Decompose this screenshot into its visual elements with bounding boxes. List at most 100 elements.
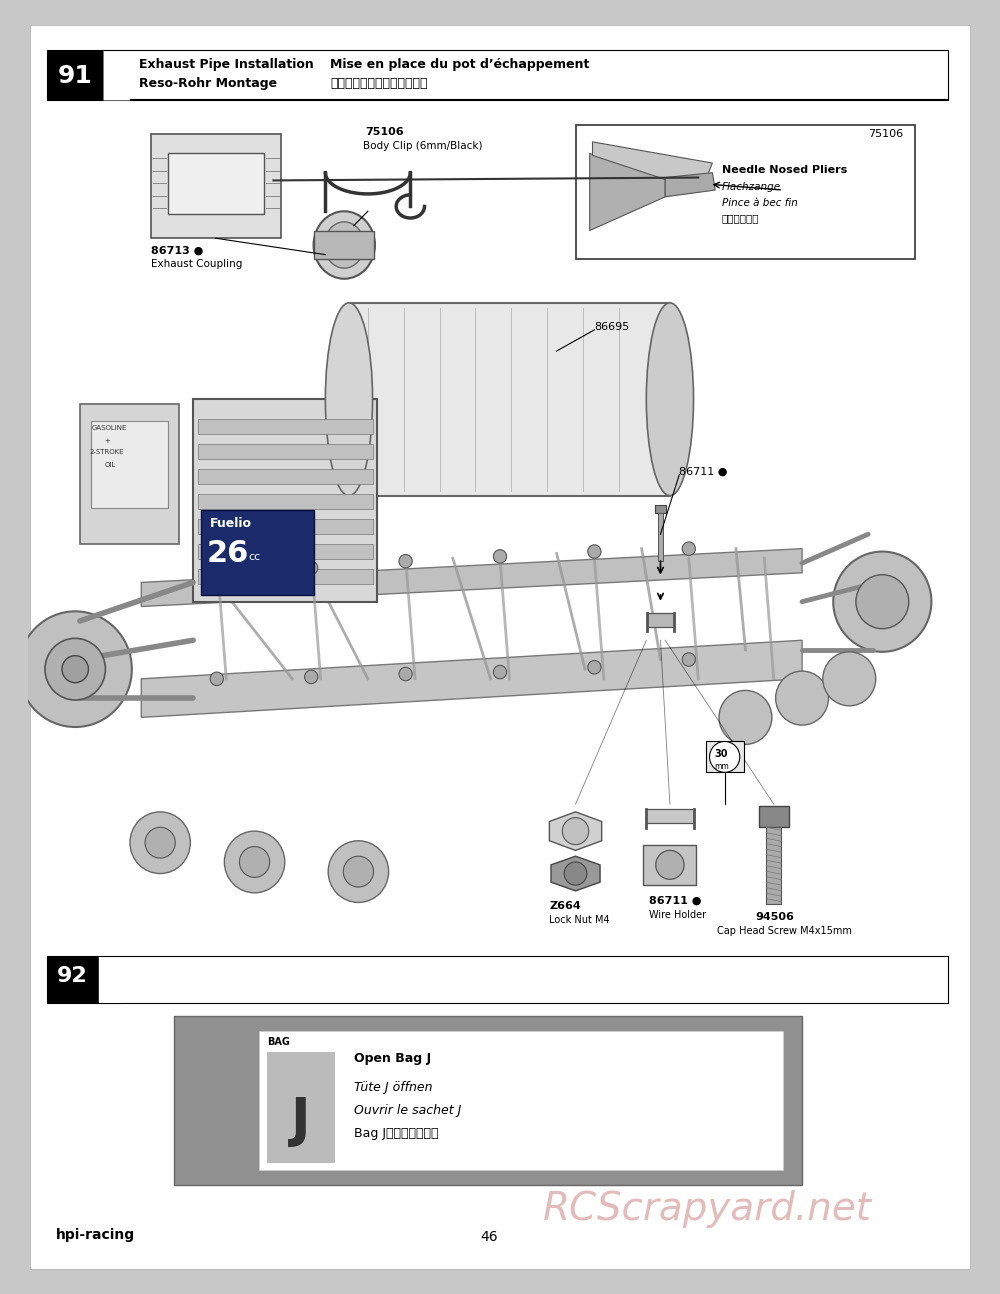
Polygon shape — [47, 50, 104, 101]
Bar — [759, 806, 789, 827]
Bar — [47, 115, 948, 929]
Text: Needle Nosed Pliers: Needle Nosed Pliers — [722, 166, 847, 175]
Bar — [201, 510, 314, 595]
Bar — [47, 50, 948, 101]
Text: Ouvrir le sachet J: Ouvrir le sachet J — [354, 1104, 461, 1117]
Text: 75106: 75106 — [868, 129, 903, 140]
Circle shape — [399, 554, 412, 568]
Circle shape — [224, 831, 285, 893]
Text: Bag Jを開封します。: Bag Jを開封します。 — [354, 1127, 438, 1140]
Polygon shape — [141, 549, 802, 607]
Text: Exhaust Coupling: Exhaust Coupling — [151, 260, 242, 269]
Polygon shape — [551, 857, 600, 890]
Text: 91: 91 — [58, 63, 93, 88]
Text: Fuelio: Fuelio — [210, 516, 252, 529]
Bar — [647, 613, 674, 626]
Circle shape — [343, 857, 374, 886]
Bar — [576, 124, 915, 260]
Bar — [259, 1031, 783, 1171]
Ellipse shape — [646, 303, 694, 496]
Circle shape — [682, 652, 695, 666]
Bar — [655, 505, 666, 512]
Text: mm: mm — [714, 762, 729, 771]
Bar — [174, 1016, 802, 1185]
Circle shape — [710, 741, 740, 773]
Circle shape — [399, 668, 412, 681]
Bar — [198, 543, 373, 559]
Circle shape — [776, 672, 829, 725]
Text: Flachzange: Flachzange — [722, 182, 781, 193]
Bar — [151, 135, 281, 238]
Circle shape — [210, 576, 223, 589]
Circle shape — [719, 691, 772, 744]
Circle shape — [588, 545, 601, 558]
Circle shape — [493, 665, 507, 679]
Circle shape — [588, 660, 601, 674]
Circle shape — [833, 551, 931, 652]
Polygon shape — [99, 956, 122, 1003]
Text: Pince à bec fin: Pince à bec fin — [722, 198, 798, 208]
Circle shape — [239, 846, 270, 877]
Circle shape — [656, 850, 684, 880]
Bar — [168, 154, 264, 215]
Text: BAG: BAG — [267, 1038, 290, 1047]
Polygon shape — [549, 811, 602, 850]
Text: Reso-Rohr Montage: Reso-Rohr Montage — [139, 78, 278, 91]
Bar — [646, 809, 694, 823]
Circle shape — [328, 841, 389, 902]
Text: Tüte J öffnen: Tüte J öffnen — [354, 1080, 432, 1093]
Circle shape — [493, 550, 507, 563]
Text: Wire Holder: Wire Holder — [649, 910, 706, 920]
Circle shape — [19, 611, 132, 727]
Circle shape — [305, 670, 318, 683]
Polygon shape — [590, 154, 665, 230]
Bar — [80, 404, 179, 543]
Text: ラジオペンチ: ラジオペンチ — [722, 214, 759, 223]
Polygon shape — [104, 50, 130, 101]
Circle shape — [130, 811, 190, 873]
Ellipse shape — [314, 211, 375, 278]
Text: 46: 46 — [480, 1231, 497, 1245]
Text: cc: cc — [248, 551, 260, 562]
Text: J: J — [291, 1095, 311, 1148]
Ellipse shape — [325, 303, 373, 496]
Text: RCScrapyard.net: RCScrapyard.net — [543, 1189, 872, 1228]
Bar — [193, 400, 377, 602]
Bar — [643, 845, 696, 885]
Bar — [198, 494, 373, 509]
Circle shape — [305, 562, 318, 575]
Circle shape — [210, 672, 223, 686]
Text: Cap Head Screw M4x15mm: Cap Head Screw M4x15mm — [717, 925, 852, 936]
Text: 92: 92 — [57, 967, 88, 986]
Bar — [198, 519, 373, 534]
Circle shape — [856, 575, 909, 629]
Text: GASOLINE: GASOLINE — [91, 426, 127, 431]
Text: 86711 ●: 86711 ● — [649, 895, 702, 906]
Text: OIL: OIL — [104, 462, 116, 468]
Text: 30: 30 — [714, 749, 728, 760]
Ellipse shape — [324, 221, 364, 268]
Polygon shape — [141, 641, 802, 717]
Text: Lock Nut M4: Lock Nut M4 — [549, 915, 610, 925]
Bar — [91, 422, 168, 509]
Bar — [267, 1052, 335, 1163]
Text: Open Bag J: Open Bag J — [354, 1052, 431, 1065]
Circle shape — [682, 542, 695, 555]
Circle shape — [145, 827, 175, 858]
Text: 86695: 86695 — [594, 322, 630, 333]
Bar — [198, 444, 373, 459]
Text: Z664: Z664 — [549, 901, 581, 911]
Polygon shape — [47, 956, 99, 1003]
Text: hpi-racing: hpi-racing — [56, 1228, 135, 1242]
Bar — [198, 418, 373, 433]
Text: +: + — [104, 437, 110, 444]
Text: 2-STROKE: 2-STROKE — [89, 449, 124, 455]
Circle shape — [564, 862, 587, 885]
Circle shape — [562, 818, 589, 845]
Bar — [314, 230, 374, 260]
Text: 86713 ●: 86713 ● — [151, 246, 203, 256]
Bar — [658, 512, 663, 562]
Bar — [766, 827, 781, 905]
Polygon shape — [665, 172, 715, 197]
Bar — [47, 956, 948, 1003]
